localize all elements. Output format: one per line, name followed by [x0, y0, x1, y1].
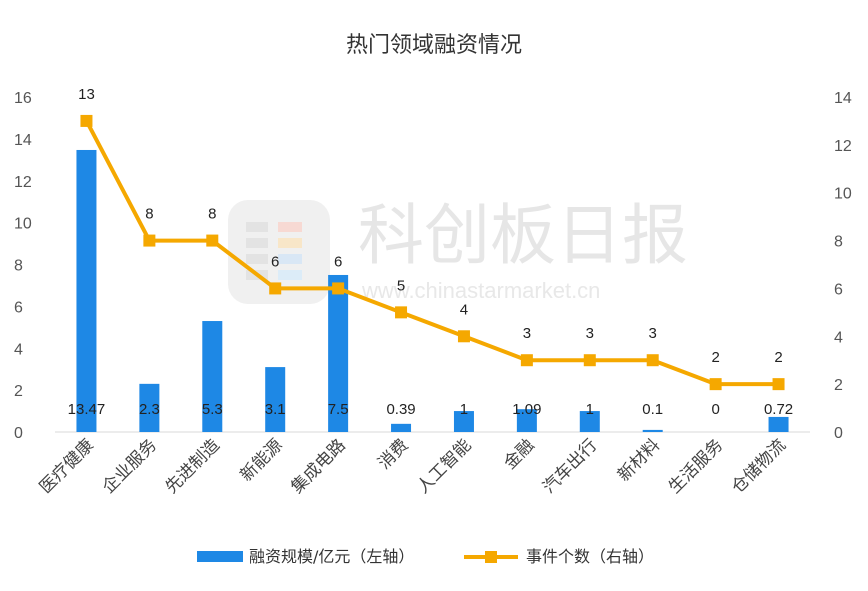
bar: [328, 274, 349, 432]
watermark-text: 科创板日报: [358, 197, 688, 274]
legend-bar-label: 融资规模/亿元（左轴）: [249, 547, 414, 566]
bar: [76, 149, 97, 433]
line-point: [709, 378, 722, 391]
legend-line-marker: [485, 551, 497, 563]
bar: [265, 367, 286, 432]
bar-data-label: 0.72: [764, 401, 793, 418]
line-data-label: 3: [523, 325, 531, 342]
right-axis-tick: 14: [834, 90, 852, 107]
category-label: 新材料: [614, 435, 664, 485]
bar-data-label: 0.39: [386, 401, 415, 418]
category-label: 汽车出行: [539, 435, 601, 497]
category-label: 集成电路: [287, 435, 349, 497]
category-label: 先进制造: [162, 435, 224, 497]
category-label: 金融: [500, 435, 538, 473]
line-point: [646, 354, 659, 367]
category-label: 仓储物流: [728, 435, 790, 497]
watermark: 科创板日报 www.chinastarmarket.cn: [228, 197, 688, 304]
right-axis-tick: 8: [834, 234, 843, 251]
bar: [391, 423, 412, 432]
line-data-label: 3: [649, 325, 657, 342]
right-axis-tick: 4: [834, 329, 843, 346]
line-point: [772, 378, 785, 391]
line-data-label: 2: [774, 349, 782, 366]
bar-labels: 13.47 2.3 5.3 3.1 7.5 0.39 1 1.09 1 0.1 0 0.72: [68, 401, 793, 418]
line-point: [457, 330, 470, 343]
bar: [642, 429, 663, 432]
bar: [579, 411, 600, 432]
bar: [453, 411, 474, 432]
left-axis-tick: 16: [14, 90, 32, 107]
left-axis-tick: 14: [14, 132, 32, 149]
right-axis-tick: 10: [834, 186, 852, 203]
watermark-url: www.chinastarmarket.cn: [361, 278, 600, 303]
bar: [768, 416, 789, 432]
right-axis-tick: 2: [834, 377, 843, 394]
category-label: 企业服务: [99, 435, 161, 497]
legend-line-label: 事件个数（右轴）: [526, 547, 654, 566]
bar-data-label: 1: [460, 401, 468, 418]
x-axis-categories: 医疗健康 企业服务 先进制造 新能源 集成电路 消费 人工智能 金融 汽车出行 新材料 生活服务 仓储…: [36, 435, 790, 497]
bar-data-label: 3.1: [265, 401, 286, 418]
bar-data-label: 1.09: [512, 401, 541, 418]
line-data-label: 8: [145, 206, 153, 223]
bar-data-label: 2.3: [139, 401, 160, 418]
line-point: [332, 282, 345, 295]
line-data-label: 8: [208, 206, 216, 223]
category-label: 生活服务: [665, 435, 727, 497]
line-point: [206, 234, 219, 247]
line-data-label: 6: [334, 253, 342, 270]
bar-data-label: 5.3: [202, 401, 223, 418]
left-axis-tick: 2: [14, 383, 23, 400]
category-label: 消费: [374, 435, 412, 473]
line-labels: 13 8 8 6 6 5 4 3 3 3 2 2: [78, 86, 783, 366]
left-axis-tick: 0: [14, 425, 23, 442]
category-label: 人工智能: [413, 435, 475, 497]
line-data-label: 3: [586, 325, 594, 342]
right-axis: 0 2 4 6 8 10 12 14: [834, 90, 852, 442]
left-axis: 0 2 4 6 8 10 12 14 16: [14, 90, 32, 442]
left-axis-tick: 8: [14, 258, 23, 275]
bar-data-label: 13.47: [68, 401, 106, 418]
bar: [139, 383, 160, 432]
line-point: [80, 114, 93, 127]
line-data-label: 13: [78, 86, 95, 103]
chart-title: 热门领域融资情况: [346, 33, 522, 58]
left-axis-tick: 10: [14, 216, 32, 233]
bar-data-label: 1: [586, 401, 594, 418]
line-point: [269, 282, 282, 295]
line-data-label: 6: [271, 253, 279, 270]
bar-data-label: 0.1: [642, 401, 663, 418]
left-axis-tick: 12: [14, 174, 32, 191]
line-series: [80, 114, 785, 391]
line-point: [520, 354, 533, 367]
bar-data-label: 7.5: [328, 401, 349, 418]
left-axis-tick: 4: [14, 341, 23, 358]
legend-bar-swatch: [197, 551, 243, 562]
bar: [516, 409, 537, 432]
bar-series: [76, 149, 789, 433]
right-axis-tick: 0: [834, 425, 843, 442]
bar: [202, 321, 223, 432]
right-axis-tick: 6: [834, 281, 843, 298]
legend: 融资规模/亿元（左轴） 事件个数（右轴）: [197, 547, 654, 566]
line-data-label: 4: [460, 301, 468, 318]
bar-data-label: 0: [711, 401, 719, 418]
series-line: [84, 119, 779, 387]
left-axis-tick: 6: [14, 299, 23, 316]
right-axis-tick: 12: [834, 138, 852, 155]
category-label: 新能源: [237, 435, 287, 485]
line-point: [143, 234, 156, 247]
line-point: [395, 306, 408, 319]
line-data-label: 2: [711, 349, 719, 366]
line-data-label: 5: [397, 277, 405, 294]
line-point: [583, 354, 596, 367]
category-label: 医疗健康: [36, 435, 98, 497]
